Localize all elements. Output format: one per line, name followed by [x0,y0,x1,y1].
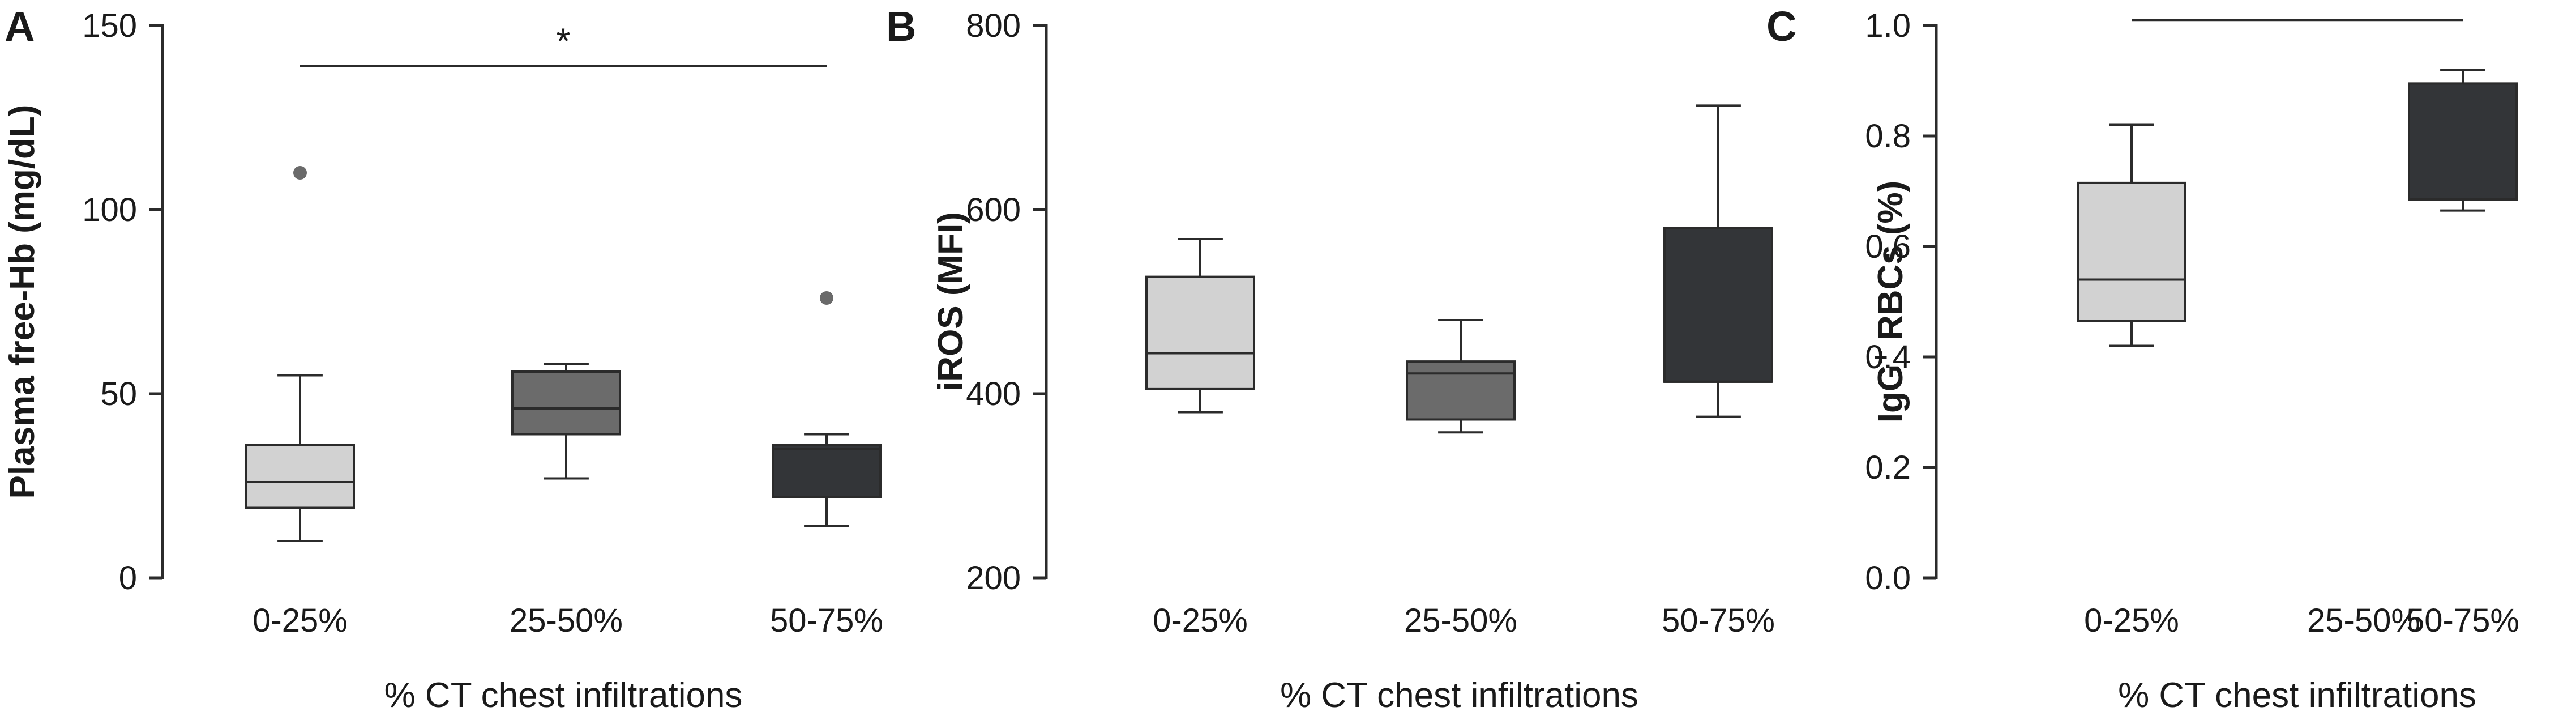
y-tick-label: 0 [119,560,137,597]
y-axis-label: IgG+ RBCs (%) [1867,181,1910,423]
y-tick-label: 0.0 [1865,560,1911,597]
y-tick-label: 400 [966,376,1021,412]
x-category-label: 25-50% [510,602,623,639]
significance-star: * [557,21,571,62]
iqr-box [245,444,355,509]
x-category-label: 50-75% [770,602,883,639]
significance-star: * [2290,0,2304,15]
x-category-label: 0-25% [253,602,348,639]
y-tick-label: 600 [966,191,1021,228]
y-tick-label: 0.2 [1865,449,1911,486]
y-tick-label: 0.4 [1865,339,1911,376]
x-category-label: 0-25% [2084,602,2179,639]
outlier-point [820,291,833,305]
x-axis-label: % CT chest infiltrations [2118,676,2476,715]
x-axis-label: % CT chest infiltrations [1280,676,1638,715]
y-axis-label: iROS (MFI) [931,212,970,391]
box-plot-50-75pct [1663,104,1773,418]
panel-letter: B [886,3,916,50]
iqr-box [772,444,882,498]
panel-c: C 0.0 0.2 0.4 0.6 0.8 1.0 IgG+ RBCs (%) 0-25% 25-… [1766,0,2519,715]
y-tick-label: 150 [82,7,137,44]
y-tick-label: 50 [100,376,137,412]
box-plot-25-50pct [1406,319,1516,434]
iqr-box [2408,82,2518,201]
y-tick-label: 0.6 [1865,228,1911,265]
panel-letter: A [5,3,35,50]
panel-b: B 200 400 600 800 iROS (MFI) 0-25% 25-50% 50-75%… [886,3,1775,715]
box-plot-0-25pct [2077,123,2186,347]
iqr-box [1145,275,1255,390]
y-axis-label-suffix: RBCs (%) [1871,181,1910,351]
box-plot-0-25pct [1145,238,1255,414]
box-plot-50-75pct [2408,69,2518,212]
iqr-box [2077,181,2186,322]
y-axis-label-text: Plasma free-Hb (mg/dL) [3,105,42,499]
x-category-label: 0-25% [1153,602,1248,639]
iqr-box [1406,360,1516,421]
x-axis-label: % CT chest infiltrations [384,676,743,715]
x-category-label: 25-50% [1404,602,1517,639]
y-tick-label: 1.0 [1865,7,1911,44]
panel-letter: C [1766,3,1796,50]
y-axis-label-superscript: + [1867,350,1894,364]
y-axis-label-text: IgG [1871,364,1910,423]
outlier-point [293,166,307,180]
iqr-box [1663,227,1773,383]
x-category-label: 50-75% [1662,602,1775,639]
box-plot-50-75pct [772,291,882,527]
box-plot-25-50pct [511,363,621,480]
x-category-label: 25-50% [2307,602,2420,639]
iqr-box [511,370,621,436]
y-tick-label: 0.8 [1865,118,1911,155]
y-tick-label: 200 [966,560,1021,597]
y-axis-label-text: iROS (MFI) [931,212,970,391]
y-tick-label: 100 [82,191,137,228]
x-category-label: 50-75% [2406,602,2519,639]
y-tick-label: 800 [966,7,1021,44]
panel-a: A 0 50 100 150 Plasma free-Hb (mg/dL) 0-25% 25-… [3,3,883,715]
y-axis-label: Plasma free-Hb (mg/dL) [3,105,42,499]
box-plot-0-25pct [245,166,355,542]
